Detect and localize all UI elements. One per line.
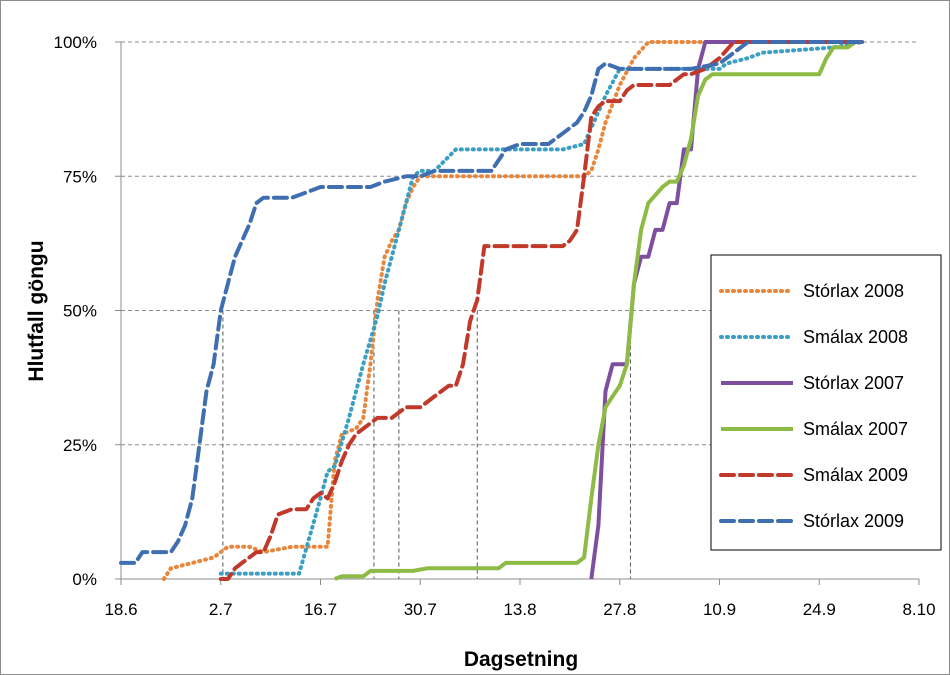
series-line-5	[119, 40, 864, 565]
legend-box	[710, 254, 942, 551]
legend-label: Stórlax 2007	[803, 373, 904, 393]
legend-label: Smálax 2008	[803, 327, 908, 347]
legend-label: Stórlax 2008	[803, 281, 904, 301]
y-tick-labels: 0% 25% 50% 75% 100%	[54, 33, 121, 589]
x-tick-label: 16.7	[304, 600, 337, 619]
x-axis-title: Dagsetning	[464, 648, 578, 671]
series-lines	[119, 40, 864, 581]
legend-label: Stórlax 2009	[803, 511, 904, 531]
series-line-2	[589, 40, 862, 580]
x-tick-label: 13.8	[503, 600, 536, 619]
y-axis-title: Hlutfall göngu	[25, 240, 48, 381]
legend-label: Smálax 2009	[803, 465, 908, 485]
x-tick-label: 24.9	[803, 600, 836, 619]
y-tick-label: 100%	[54, 33, 97, 52]
x-tick-label: 2.7	[209, 600, 233, 619]
series-line-3	[334, 40, 857, 581]
y-tick-label: 50%	[63, 302, 97, 321]
series-line-1	[218, 40, 864, 576]
x-tick-label: 18.6	[104, 600, 137, 619]
legend: Stórlax 2008 Smálax 2008 Stórlax 2007 Smála…	[710, 254, 942, 551]
y-tick-label: 0%	[72, 570, 97, 589]
series-line-4	[218, 40, 864, 581]
y-tick-label: 75%	[63, 167, 97, 186]
y-tick-label: 25%	[63, 436, 97, 455]
x-tick-labels: 18.6 2.7 16.7 30.7 13.8 27.8 10.9 24.9 8.10	[104, 579, 936, 619]
x-tick-label: 8.10	[902, 600, 935, 619]
x-tick-label: 10.9	[703, 600, 736, 619]
legend-label: Smálax 2007	[803, 419, 908, 439]
x-tick-label: 27.8	[603, 600, 636, 619]
median-markers	[222, 310, 631, 579]
x-tick-label: 30.7	[404, 600, 437, 619]
